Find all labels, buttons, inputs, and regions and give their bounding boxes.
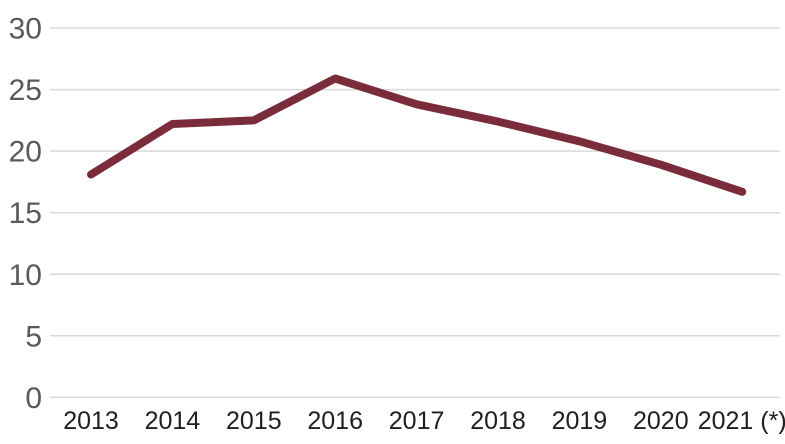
x-tick-label: 2016 — [307, 407, 363, 435]
x-tick-label: 2021 (*) — [698, 407, 785, 435]
y-tick-label: 0 — [25, 382, 42, 415]
x-axis-labels: 2013 2014 2015 2016 2017 2018 2019 2020 2021 (*) — [63, 407, 785, 435]
x-tick-label: 2020 — [633, 407, 689, 435]
y-tick-label: 30 — [9, 13, 42, 46]
y-tick-label: 15 — [9, 197, 42, 230]
y-tick-label: 10 — [9, 259, 42, 292]
x-tick-label: 2018 — [470, 407, 526, 435]
data-line — [87, 74, 747, 196]
x-tick-label: 2019 — [552, 407, 608, 435]
x-tick-label: 2017 — [389, 407, 445, 435]
gridlines — [50, 27, 780, 399]
y-axis-labels: 0 5 10 15 20 25 30 — [9, 13, 42, 415]
y-tick-label: 5 — [25, 320, 42, 353]
x-tick-label: 2014 — [145, 407, 201, 435]
x-tick-label: 2013 — [63, 407, 119, 435]
y-tick-label: 25 — [9, 74, 42, 107]
y-tick-label: 20 — [9, 136, 42, 169]
x-tick-label: 2015 — [226, 407, 282, 435]
